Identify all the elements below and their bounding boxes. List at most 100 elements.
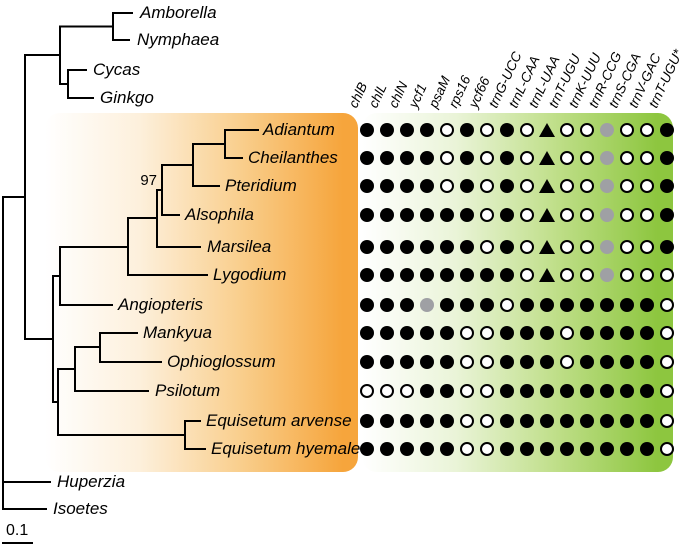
filled-symbol bbox=[560, 414, 574, 428]
gene-presence-symbol-open bbox=[638, 206, 656, 224]
filled-symbol bbox=[640, 326, 654, 340]
filled-symbol bbox=[400, 268, 414, 282]
taxon-label: Equisetum arvense bbox=[206, 411, 352, 430]
filled-symbol bbox=[460, 240, 474, 254]
filled-symbol bbox=[520, 298, 534, 312]
open-symbol bbox=[440, 151, 454, 165]
gene-presence-symbol-filled bbox=[418, 440, 436, 458]
gene-presence-symbol-open bbox=[518, 177, 536, 195]
gene-presence-symbol-filled bbox=[638, 353, 656, 371]
open-symbol bbox=[580, 151, 594, 165]
filled-symbol bbox=[360, 208, 374, 222]
gene-presence-symbol-filled bbox=[398, 266, 416, 284]
open-symbol bbox=[660, 326, 674, 340]
taxon-label: Alsophila bbox=[185, 205, 254, 224]
filled-symbol bbox=[400, 298, 414, 312]
gene-presence-symbol-filled bbox=[538, 296, 556, 314]
gene-presence-symbol-filled bbox=[398, 440, 416, 458]
gene-presence-symbol-open bbox=[458, 412, 476, 430]
tree-branches bbox=[2, 12, 259, 510]
gene-presence-symbol-filled bbox=[358, 121, 376, 139]
gene-presence-symbol-filled bbox=[398, 149, 416, 167]
gene-presence-symbol-open bbox=[518, 206, 536, 224]
filled-symbol bbox=[360, 240, 374, 254]
gene-presence-symbol-gray bbox=[598, 266, 616, 284]
gene-presence-symbol-filled bbox=[658, 206, 676, 224]
filled-symbol bbox=[400, 355, 414, 369]
gene-presence-symbol-open bbox=[618, 149, 636, 167]
gene-presence-symbol-filled bbox=[518, 412, 536, 430]
filled-symbol bbox=[360, 355, 374, 369]
gene-presence-symbol-filled bbox=[358, 206, 376, 224]
filled-symbol bbox=[400, 123, 414, 137]
taxon-label: Amborella bbox=[140, 3, 217, 22]
gene-presence-symbol-filled bbox=[598, 382, 616, 400]
gene-presence-symbol-gray bbox=[598, 177, 616, 195]
taxon-label: Marsilea bbox=[207, 237, 272, 256]
gene-presence-symbol-filled bbox=[658, 149, 676, 167]
gene-presence-symbol-filled bbox=[378, 121, 396, 139]
taxon-label: Cycas bbox=[93, 60, 141, 79]
gene-presence-symbol-open bbox=[658, 353, 676, 371]
filled-symbol bbox=[440, 298, 454, 312]
gene-presence-symbol-filled bbox=[398, 412, 416, 430]
gene-presence-symbol-filled bbox=[538, 353, 556, 371]
gray-symbol bbox=[600, 179, 614, 193]
filled-symbol bbox=[460, 208, 474, 222]
gene-presence-symbol-open bbox=[578, 149, 596, 167]
taxon-label: Equisetum hyemale bbox=[211, 439, 361, 458]
filled-symbol bbox=[400, 414, 414, 428]
gene-presence-symbol-filled bbox=[418, 353, 436, 371]
open-symbol bbox=[620, 208, 634, 222]
open-symbol bbox=[620, 240, 634, 254]
gene-presence-symbol-filled bbox=[578, 412, 596, 430]
filled-symbol bbox=[360, 179, 374, 193]
scale-bar-label: 0.1 bbox=[6, 522, 29, 539]
gene-presence-symbol-filled bbox=[358, 149, 376, 167]
gene-presence-symbol-filled bbox=[418, 149, 436, 167]
filled-symbol bbox=[660, 240, 674, 254]
filled-symbol bbox=[560, 298, 574, 312]
filled-symbol bbox=[420, 414, 434, 428]
gene-presence-symbol-gray bbox=[598, 238, 616, 256]
filled-symbol bbox=[600, 414, 614, 428]
open-symbol bbox=[620, 151, 634, 165]
gene-presence-symbol-open bbox=[438, 121, 456, 139]
gene-presence-symbol-open bbox=[498, 296, 516, 314]
filled-symbol bbox=[400, 442, 414, 456]
filled-symbol bbox=[480, 298, 494, 312]
gene-presence-symbol-filled bbox=[598, 353, 616, 371]
gene-presence-symbol-triangle bbox=[538, 121, 556, 139]
gene-presence-symbol-open bbox=[478, 149, 496, 167]
open-symbol bbox=[560, 268, 574, 282]
filled-symbol bbox=[580, 326, 594, 340]
gene-presence-symbol-open bbox=[558, 353, 576, 371]
gene-presence-symbol-filled bbox=[578, 382, 596, 400]
gene-presence-symbol-filled bbox=[358, 324, 376, 342]
gene-presence-symbol-open bbox=[478, 353, 496, 371]
open-symbol bbox=[480, 326, 494, 340]
open-symbol bbox=[460, 326, 474, 340]
filled-symbol bbox=[380, 298, 394, 312]
gene-presence-symbol-open bbox=[578, 121, 596, 139]
gene-presence-symbol-open bbox=[558, 324, 576, 342]
gene-presence-symbol-filled bbox=[518, 324, 536, 342]
open-symbol bbox=[640, 151, 654, 165]
filled-symbol bbox=[420, 355, 434, 369]
gene-presence-symbol-open bbox=[638, 266, 656, 284]
filled-symbol bbox=[460, 268, 474, 282]
gene-presence-symbol-open bbox=[638, 149, 656, 167]
filled-symbol bbox=[440, 414, 454, 428]
gene-presence-symbol-filled bbox=[498, 266, 516, 284]
gene-presence-symbol-filled bbox=[618, 324, 636, 342]
gray-symbol bbox=[600, 123, 614, 137]
gene-presence-symbol-filled bbox=[418, 266, 436, 284]
open-symbol bbox=[580, 268, 594, 282]
open-symbol bbox=[560, 123, 574, 137]
open-symbol bbox=[400, 384, 414, 398]
gene-presence-symbol-filled bbox=[358, 353, 376, 371]
filled-symbol bbox=[500, 208, 514, 222]
open-symbol bbox=[480, 208, 494, 222]
gene-presence-symbol-triangle bbox=[538, 149, 556, 167]
